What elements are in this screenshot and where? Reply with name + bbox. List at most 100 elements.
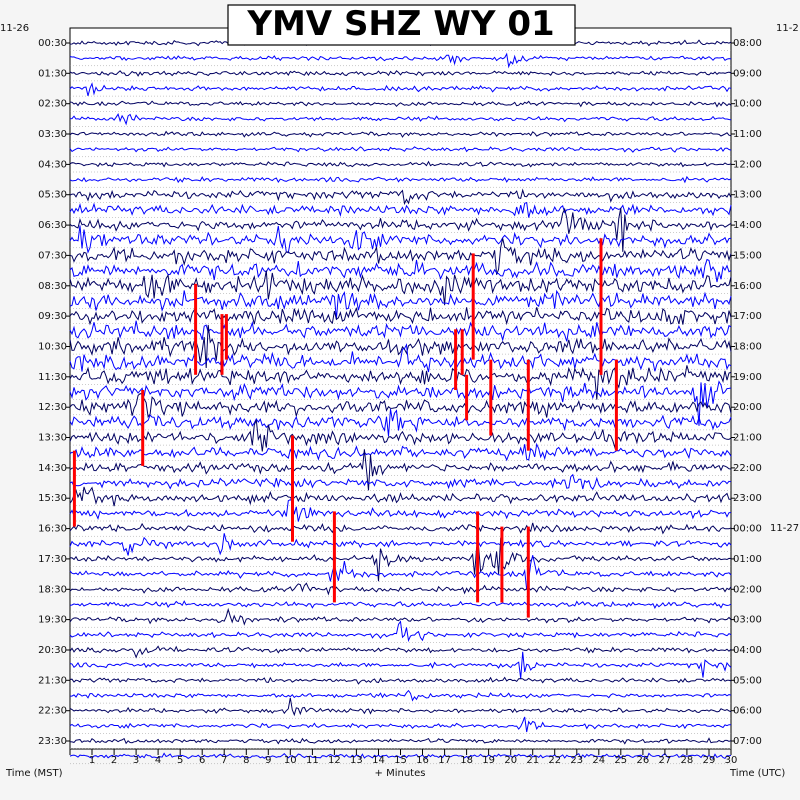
x-tick-label: 3 <box>133 755 139 766</box>
clipped-signal <box>526 359 530 451</box>
right-hour-label: 01:00 <box>733 554 762 565</box>
trace-line <box>69 82 732 97</box>
left-hour-labels: 00:30 01:30 02:30 03:30 04:30 05:30 06:30 07:30… <box>38 38 70 747</box>
clipped-signal <box>476 511 480 603</box>
x-tick-label: 16 <box>416 755 429 766</box>
clipped-signal <box>614 359 618 451</box>
clipped-signal <box>599 238 603 375</box>
trace-line <box>69 100 732 108</box>
left-hour-label: 06:30 <box>38 220 67 231</box>
x-tick-label: 25 <box>614 755 627 766</box>
right-hour-label: 12:00 <box>733 159 762 170</box>
x-tick-label: 22 <box>548 755 561 766</box>
x-tick-label: 15 <box>394 755 407 766</box>
trace-line <box>69 258 732 283</box>
right-hour-label: 20:00 <box>733 402 762 413</box>
trace-line <box>69 651 732 679</box>
trace-line <box>69 113 732 126</box>
right-hour-label: 14:00 <box>733 220 762 231</box>
left-hour-label: 11:30 <box>38 372 67 383</box>
x-tick-label: 7 <box>221 755 227 766</box>
trace-line <box>69 225 732 254</box>
right-date-label-2: 11-27 <box>770 523 799 534</box>
trace-line <box>69 146 732 153</box>
plot-frame <box>69 27 732 750</box>
trace-line <box>69 175 732 184</box>
right-hour-label: 08:00 <box>733 38 762 49</box>
left-hour-label: 02:30 <box>38 99 67 110</box>
x-tick-label: 19 <box>482 755 495 766</box>
right-hour-labels: 08:00 09:00 10:00 11:00 12:00 13:00 14:00 15:00… <box>731 38 762 747</box>
left-hour-label: 07:30 <box>38 250 67 261</box>
trace-line <box>69 419 732 452</box>
x-tick-label: 12 <box>328 755 341 766</box>
clipped-signal <box>72 450 76 527</box>
left-hour-label: 15:30 <box>38 493 67 504</box>
trace-line <box>69 442 732 462</box>
left-hour-label: 20:30 <box>38 645 67 656</box>
clipped-signal <box>454 329 458 390</box>
right-hour-label: 22:00 <box>733 463 762 474</box>
right-hour-label: 21:00 <box>733 433 762 444</box>
right-hour-label: 23:00 <box>733 493 762 504</box>
clipped-signal <box>224 314 228 360</box>
trace-line <box>69 365 732 400</box>
trace-line <box>69 320 732 342</box>
trace-line <box>69 737 732 745</box>
x-tick-label: 1 <box>89 755 95 766</box>
trace-line <box>69 188 732 206</box>
x-tick-label: 23 <box>570 755 583 766</box>
right-hour-label: 10:00 <box>733 99 762 110</box>
left-hour-label: 03:30 <box>38 129 67 140</box>
left-hour-label: 00:30 <box>38 38 67 49</box>
title-box <box>227 4 576 46</box>
x-tick-label: 5 <box>177 755 183 766</box>
clipped-signal <box>141 390 145 466</box>
trace-line <box>69 716 732 733</box>
left-hour-label: 22:30 <box>38 706 67 717</box>
x-tick-label: 11 <box>306 755 319 766</box>
clipped-signal <box>465 374 469 421</box>
trace-line <box>69 582 732 596</box>
right-hour-label: 07:00 <box>733 736 762 747</box>
right-hour-label: 04:00 <box>733 645 762 656</box>
x-tick-label: 30 <box>725 755 738 766</box>
clipped-signal <box>291 435 294 542</box>
clipped-signal <box>526 526 530 618</box>
left-hour-label: 08:30 <box>38 281 67 292</box>
x-tick-label: 4 <box>155 755 161 766</box>
x-tick-label: 17 <box>438 755 451 766</box>
right-hour-label: 17:00 <box>733 311 762 322</box>
trace-line <box>69 607 732 626</box>
trace-line <box>69 645 732 659</box>
trace-line <box>69 207 732 252</box>
right-hour-label: 03:00 <box>733 615 762 626</box>
trace-line <box>69 752 732 760</box>
left-axis-label: Time (MST) <box>5 768 63 779</box>
trace-line <box>69 52 732 69</box>
seismic-traces <box>69 39 732 765</box>
left-hour-label: 23:30 <box>38 736 67 747</box>
left-hour-label: 12:30 <box>38 402 67 413</box>
trace-line <box>69 393 732 419</box>
x-axis-label: + Minutes <box>375 768 426 779</box>
trace-line <box>69 555 732 590</box>
right-hour-label: 16:00 <box>733 281 762 292</box>
trace-line <box>69 307 732 326</box>
left-date-label: 11-26 <box>0 23 29 34</box>
trace-line <box>69 130 732 138</box>
trace-line <box>69 324 732 369</box>
trace-line <box>69 380 732 426</box>
trace-line <box>69 697 732 717</box>
trace-line <box>69 533 732 556</box>
right-hour-label: 00:00 <box>733 524 762 535</box>
trace-line <box>69 343 732 373</box>
x-tick-label: 27 <box>659 755 672 766</box>
trace-line <box>69 270 732 306</box>
left-hour-label: 21:30 <box>38 675 67 686</box>
right-hour-label: 15:00 <box>733 250 762 261</box>
left-hour-label: 01:30 <box>38 68 67 79</box>
trace-line <box>69 486 731 507</box>
x-tick-label: 18 <box>460 755 473 766</box>
trace-line <box>69 522 732 535</box>
